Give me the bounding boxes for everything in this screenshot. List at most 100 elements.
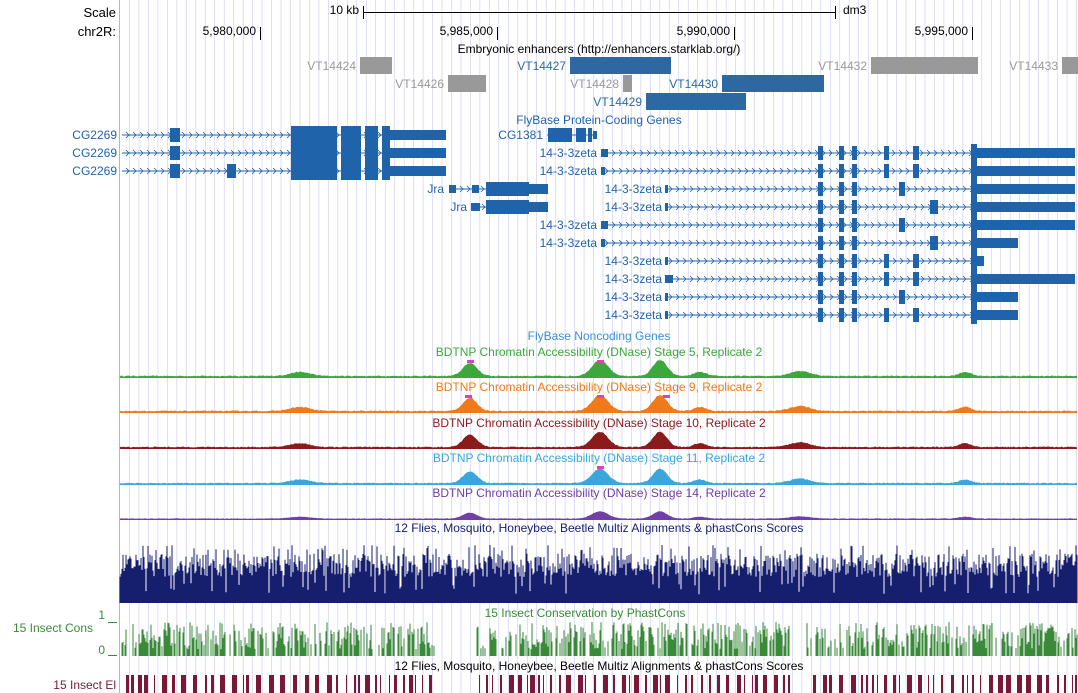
clip-marker [597,360,604,363]
conserved-element [788,675,790,693]
scale-track[interactable]: Scale 10 kb dm3 [83,3,866,20]
gene-14-3-3zeta[interactable]: 14-3-3zeta [605,270,1075,288]
gene-label: CG2269 [72,164,117,178]
enhancer-block[interactable] [360,57,392,74]
enhancer-block[interactable] [448,75,486,92]
base-position-track[interactable]: chr2R: 5,980,000 5,985,000 5,990,000 5,9… [78,24,973,40]
conserved-element [653,675,658,693]
multiz-track[interactable]: 12 Flies, Mosquito, Honeybee, Beetle Mul… [119,521,1078,603]
position-tick-label: 5,990,000 [677,24,731,38]
conserved-element [585,675,586,693]
enhancer-block[interactable] [871,57,978,74]
enhancer-item[interactable]: VT14430 [669,75,824,92]
gene-Jra[interactable]: Jra [427,182,548,196]
gene-label: Jra [427,182,444,196]
gene-CG2269[interactable]: CG2269 [72,126,446,144]
gene-CG2269[interactable]: CG2269 [72,144,446,162]
conserved-element [193,675,197,693]
gene-14-3-3zeta[interactable]: 14-3-3zeta [540,216,1075,234]
phastcons-side-label[interactable]: 15 Insect Cons [13,621,93,635]
enhancer-item[interactable]: VT14432 [818,57,978,74]
conserved-element [375,675,377,693]
conserved-element [144,675,148,693]
chrom-label: chr2R: [78,24,116,39]
enhancers-track[interactable]: Embryonic enhancers (http://enhancers.st… [307,42,1078,110]
conserved-elements-track[interactable]: 12 Flies, Mosquito, Honeybee, Beetle Mul… [53,659,1077,693]
conserved-element [665,675,670,693]
enhancer-label: VT14424 [307,59,356,73]
enhancer-item[interactable]: VT14426 [395,75,486,92]
transcript-body [601,162,1075,180]
gene-label: 14-3-3zeta [605,182,663,196]
strand-chevron-row [474,203,486,211]
protein-coding-track[interactable]: FlyBase Protein-Coding Genes CG2269 CG22… [72,113,1075,324]
gene-14-3-3zeta[interactable]: 14-3-3zeta [605,306,1018,324]
clip-marker [465,395,472,398]
dnase-stage14-track[interactable]: BDTNP Chromatin Accessibility (DNase) St… [120,486,1077,520]
conserved-element [293,675,297,693]
conserved-element [280,675,285,693]
gene-14-3-3zeta[interactable]: 14-3-3zeta [540,144,1075,162]
conserved-element [737,675,741,693]
enhancer-block[interactable] [646,93,746,110]
conserved-element [933,675,934,693]
dnase-track-title: BDTNP Chromatin Accessibility (DNase) St… [436,345,763,359]
conserved-element [918,675,922,693]
transcript-body [665,288,1018,306]
gene-label: CG1381 [498,128,543,142]
dnase-stage11-track[interactable]: BDTNP Chromatin Accessibility (DNase) St… [120,451,1077,485]
gene-CG2269[interactable]: CG2269 [72,162,446,180]
noncoding-track[interactable]: FlyBase Noncoding Genes [528,329,671,343]
transcript-body [665,180,1075,198]
conserved-element [269,675,274,693]
enhancer-block[interactable] [1062,57,1078,74]
conserved-element [394,675,397,693]
enhancer-item[interactable]: VT14433 [1009,57,1078,74]
enhancer-block[interactable] [570,57,671,74]
gene-14-3-3zeta[interactable]: 14-3-3zeta [540,162,1075,180]
conserved-element [327,675,332,693]
enhancer-item[interactable]: VT14427 [517,57,671,74]
phastcons-track[interactable]: 15 Insect Conservation by PhastCons 15 I… [13,606,1078,657]
gene-14-3-3zeta[interactable]: 14-3-3zeta [540,234,1018,252]
conserved-element [429,675,432,693]
enhancer-label: VT14429 [593,95,642,109]
protein-coding-track-title: FlyBase Protein-Coding Genes [516,113,681,127]
transcript-body [665,270,1075,288]
conserved-element [578,675,583,693]
enhancer-label: VT14427 [517,59,566,73]
strand-chevron-row [668,311,1016,319]
enhancer-item[interactable]: VT14424 [307,57,392,74]
conserved-element [813,675,816,693]
dnase-stage5-track[interactable]: BDTNP Chromatin Accessibility (DNase) St… [120,345,1077,378]
dnase-stage10-track[interactable]: BDTNP Chromatin Accessibility (DNase) St… [120,416,1077,449]
strand-chevron-row [604,221,1071,229]
gene-14-3-3zeta[interactable]: 14-3-3zeta [605,198,1075,216]
conserved-element [354,675,356,693]
transcript-body [601,216,1075,234]
conserved-element [365,675,370,693]
conserved-element [851,675,856,693]
conserved-element [1064,675,1066,693]
conserved-element [492,675,493,693]
dnase-stage9-track[interactable]: BDTNP Chromatin Accessibility (DNase) St… [120,380,1077,413]
conserved-element [823,675,827,693]
position-tick-label: 5,985,000 [440,24,494,38]
enhancer-item[interactable]: VT14428 [570,75,632,92]
enhancer-block[interactable] [623,75,632,92]
conserved-element [701,675,703,693]
conserved-element [205,675,207,693]
gene-14-3-3zeta[interactable]: 14-3-3zeta [605,252,984,270]
conserved-element [243,675,244,693]
conserved-element [172,675,175,693]
gene-Jra[interactable]: Jra [450,200,548,214]
gene-CG1381[interactable]: CG1381 [498,128,597,142]
enhancer-item[interactable]: VT14429 [593,93,746,110]
dnase-track-title: BDTNP Chromatin Accessibility (DNase) St… [436,380,763,394]
conserved-element [972,675,974,693]
elements-side-label[interactable]: 15 Insect El [53,678,116,692]
conserved-element [162,675,167,693]
enhancer-block[interactable] [722,75,824,92]
